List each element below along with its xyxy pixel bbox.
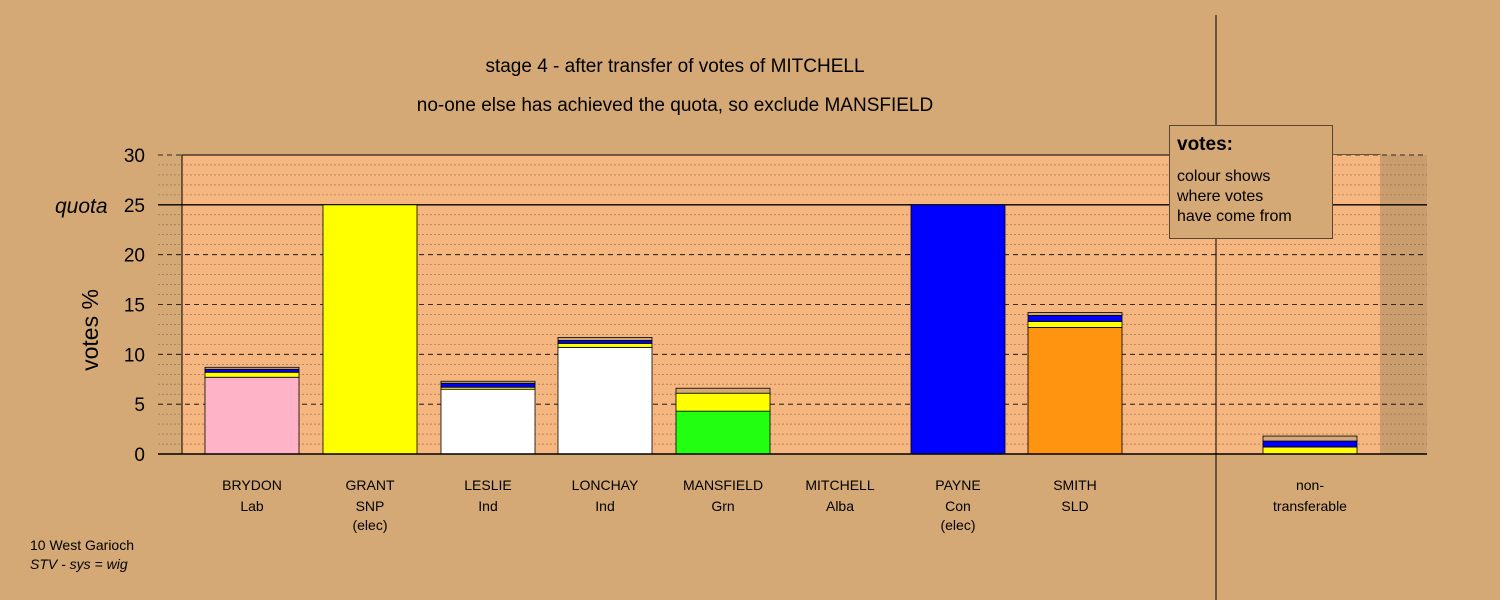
nontransferable-label: transferable bbox=[1273, 498, 1347, 514]
payne-bar-segment bbox=[910, 204, 1006, 455]
candidate-status-label: (elec) bbox=[352, 517, 387, 533]
candidate-name-label: MANSFIELD bbox=[683, 477, 763, 493]
y-tick-label: 0 bbox=[134, 445, 145, 466]
y-tick-label: 10 bbox=[124, 345, 145, 366]
candidate-name-label: GRANT bbox=[346, 477, 395, 493]
candidate-name-label: LESLIE bbox=[464, 477, 511, 493]
legend-title: votes: bbox=[1177, 134, 1233, 155]
candidate-party-label: Lab bbox=[240, 498, 264, 514]
nontransferable-bar-segment bbox=[1262, 446, 1358, 455]
lonchay-bar-segment bbox=[557, 339, 653, 344]
candidate-party-label: SNP bbox=[356, 498, 385, 514]
legend-box: votes: colour shows where votes have com… bbox=[1169, 125, 1333, 239]
y-tick-label: 25 bbox=[124, 196, 145, 217]
mansfield-bar-segment bbox=[675, 410, 771, 455]
lonchay-bar-segment bbox=[557, 346, 653, 455]
leslie-bar-segment bbox=[440, 388, 536, 455]
leslie-bar-segment bbox=[440, 380, 536, 384]
chart-subtitle: no-one else has achieved the quota, so e… bbox=[417, 95, 933, 116]
candidate-party-label: Ind bbox=[595, 498, 614, 514]
legend-line: have come from bbox=[1177, 208, 1292, 225]
y-tick-label: 5 bbox=[134, 395, 145, 416]
footer-constituency: 10 West Garioch bbox=[30, 537, 135, 553]
smith-bar-segment bbox=[1027, 315, 1123, 322]
candidate-party-label: Grn bbox=[711, 498, 734, 514]
candidate-status-label: (elec) bbox=[940, 517, 975, 533]
mansfield-bar-segment bbox=[675, 387, 771, 394]
y-axis-label: votes % bbox=[77, 289, 103, 371]
x-axis-labels: BRYDON Lab GRANT SNP (elec) LESLIE Ind LONCHAY I… bbox=[222, 477, 1347, 533]
brydon-bar-segment bbox=[204, 368, 300, 373]
leslie-bar-segment bbox=[440, 382, 536, 388]
nontransferable-bar-segment bbox=[1262, 440, 1358, 448]
candidate-name-label: SMITH bbox=[1053, 477, 1097, 493]
brydon-bar-segment bbox=[204, 371, 300, 378]
smith-bar-segment bbox=[1027, 312, 1123, 316]
candidate-name-label: LONCHAY bbox=[572, 477, 639, 493]
y-axis-ticks: 0 5 10 15 20 25 30 bbox=[124, 146, 145, 466]
footer-system: STV - sys = wig bbox=[30, 556, 128, 572]
bars bbox=[204, 204, 1358, 455]
mansfield-bar-segment bbox=[675, 392, 771, 412]
nontransferable-bar-segment bbox=[1262, 435, 1358, 442]
candidate-name-label: MITCHELL bbox=[805, 477, 874, 493]
candidate-party-label: Alba bbox=[826, 498, 854, 514]
candidate-party-label: SLD bbox=[1061, 498, 1088, 514]
candidate-party-label: Con bbox=[945, 498, 971, 514]
legend-line: where votes bbox=[1177, 188, 1264, 205]
candidate-name-label: BRYDON bbox=[222, 477, 282, 493]
smith-bar-segment bbox=[1027, 321, 1123, 328]
legend-line: colour shows bbox=[1177, 168, 1271, 185]
y-tick-label: 20 bbox=[124, 246, 145, 267]
candidate-name-label: PAYNE bbox=[935, 477, 980, 493]
candidate-party-label: Ind bbox=[478, 498, 497, 514]
brydon-bar-segment bbox=[204, 366, 300, 370]
smith-bar-segment bbox=[1027, 327, 1123, 455]
quota-label: quota bbox=[55, 195, 108, 218]
lonchay-bar-segment bbox=[557, 336, 653, 341]
nontransferable-label: non- bbox=[1296, 477, 1324, 493]
brydon-bar-segment bbox=[204, 376, 300, 455]
grant-bar-segment bbox=[322, 204, 418, 455]
lonchay-bar-segment bbox=[557, 342, 653, 348]
chart-title: stage 4 - after transfer of votes of MIT… bbox=[485, 56, 864, 77]
y-tick-label: 30 bbox=[124, 146, 145, 167]
y-tick-label: 15 bbox=[124, 296, 145, 317]
